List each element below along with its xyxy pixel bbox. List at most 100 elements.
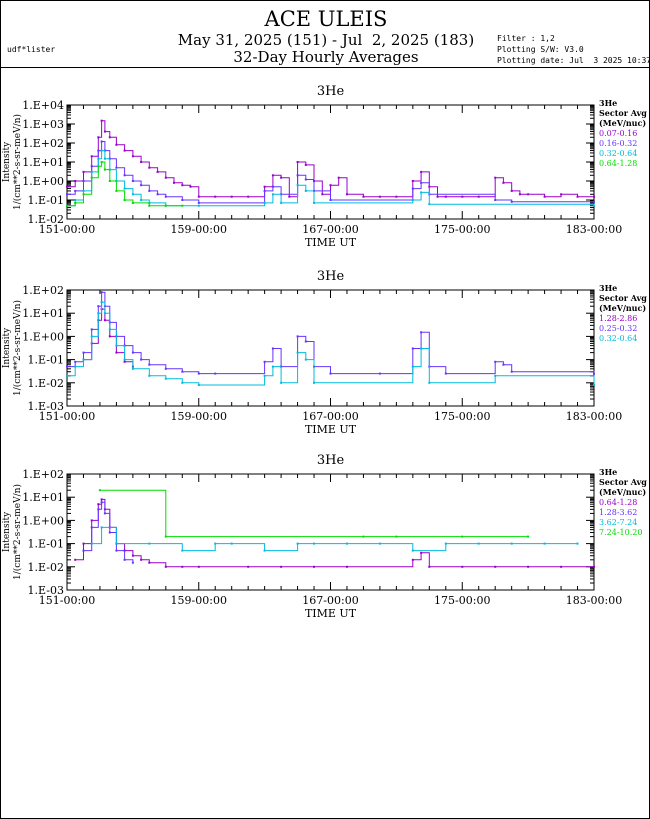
x-tick-label: 151-00:00 [39,410,95,423]
x-tick-label: 151-00:00 [39,594,95,607]
data-point [100,501,103,504]
data-point [329,184,332,187]
data-point [100,526,103,529]
data-point [100,498,103,501]
data-point [97,503,100,506]
data-point [148,204,151,207]
data-point [494,199,497,201]
x-tick-label: 183-00:00 [566,223,622,236]
y-tick-label: 1.E-02 [28,213,64,226]
data-point [304,163,307,166]
data-point [82,189,85,192]
data-point [90,328,93,331]
data-point [510,189,513,192]
data-point [74,558,77,561]
data-point [82,549,85,552]
data-point [90,165,93,168]
data-point [97,312,100,315]
legend-title: (MeV/nuc) [599,118,646,128]
data-point [304,178,307,181]
data-point [131,193,134,196]
data-point [108,328,111,331]
data-point [296,184,299,187]
data-point [181,184,184,187]
data-point [502,181,505,184]
data-point [263,374,266,377]
main-title: ACE ULEIS [264,7,388,31]
data-point [123,149,126,152]
data-point [115,542,118,545]
data-point [108,180,111,182]
data-point [304,340,307,343]
data-point [123,199,126,201]
data-point [280,176,283,179]
data-point [123,174,126,177]
chart-title: 3He [317,453,345,468]
data-point [82,170,85,173]
data-point [74,360,77,363]
data-point [420,347,423,350]
data-point [510,200,513,203]
data-point [97,149,100,152]
data-point [131,561,134,564]
data-point [131,367,134,370]
data-point [181,204,184,207]
y-axis-label: 1/(cm**2-s-sr-meV/n) [12,484,23,580]
data-point [280,381,283,384]
data-point [362,535,365,538]
data-point [247,195,250,198]
data-point [74,201,77,204]
data-point [321,193,324,196]
data-point [115,549,118,552]
plot-frame [66,289,595,407]
data-point [103,130,106,133]
data-point [296,351,299,354]
data-point [543,542,546,545]
data-point [477,542,480,545]
legend-entry: 0.07-0.16 [599,129,637,138]
data-point [263,549,266,552]
data-point [329,372,332,375]
legend-title: (MeV/nuc) [599,487,646,497]
data-point [197,204,200,207]
data-point [98,489,101,492]
data-point [346,193,348,196]
legend-entry: 0.64-1.28 [599,159,637,168]
data-point [100,140,103,143]
legend-entry: 0.25-0.32 [599,324,637,333]
data-point [115,351,118,354]
data-point [337,176,340,179]
data-point [90,519,93,522]
chart-title: 3He [317,269,345,284]
data-point [108,335,111,338]
data-point [271,185,274,188]
data-point [518,193,521,196]
data-point [494,360,497,363]
legend-entry: 1.28-3.62 [599,508,637,517]
y-tick-label: 1.E-03 [28,400,64,413]
data-point [82,193,85,196]
data-point [115,344,118,347]
data-point [527,193,530,196]
y-tick-label: 1.E+04 [22,99,64,112]
data-point [115,189,118,192]
data-point [395,195,398,198]
data-point [313,201,315,204]
data-point [189,185,192,188]
data-point [420,331,423,334]
data-point [411,347,414,350]
data-point [280,565,283,568]
data-point [378,372,381,375]
data-point [197,565,200,568]
data-point [271,174,274,177]
data-point [593,204,595,207]
data-point [494,176,497,179]
data-point [82,542,85,545]
data-point [100,149,103,152]
x-axis-label: TIME UT [305,607,357,620]
data-point [411,558,414,561]
data-point [420,181,423,184]
series-line-3 [91,526,578,552]
data-point [164,204,167,207]
